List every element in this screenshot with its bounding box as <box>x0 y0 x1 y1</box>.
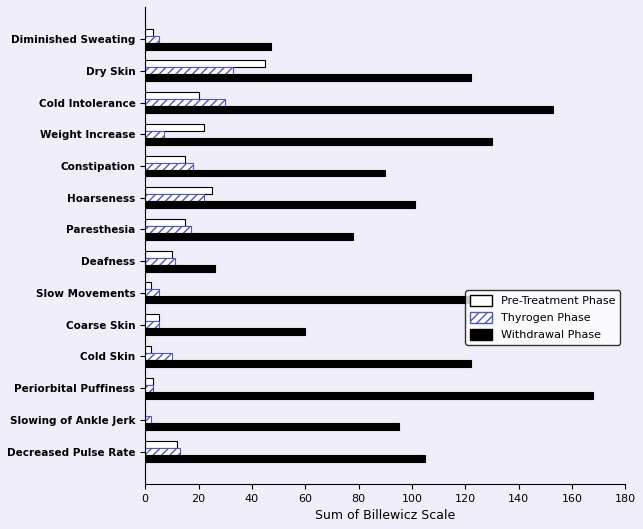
Bar <box>145 328 305 335</box>
Legend: Pre-Treatment Phase, Thyrogen Phase, Withdrawal Phase: Pre-Treatment Phase, Thyrogen Phase, Wit… <box>466 290 620 345</box>
Bar <box>145 74 471 81</box>
Bar <box>145 162 193 169</box>
Bar <box>145 131 164 138</box>
X-axis label: Sum of Billewicz Scale: Sum of Billewicz Scale <box>315 509 455 522</box>
Bar <box>145 106 554 113</box>
Bar <box>145 219 185 226</box>
Bar <box>145 455 426 462</box>
Bar <box>145 448 180 455</box>
Bar <box>145 233 353 240</box>
Bar <box>145 296 473 304</box>
Bar <box>145 391 593 399</box>
Bar <box>145 251 172 258</box>
Bar <box>145 264 215 272</box>
Bar <box>145 416 150 423</box>
Bar <box>145 321 159 328</box>
Bar <box>145 314 159 321</box>
Bar <box>145 169 385 177</box>
Bar <box>145 201 415 208</box>
Bar <box>145 29 153 35</box>
Bar <box>145 35 159 42</box>
Bar <box>145 226 190 233</box>
Bar <box>145 92 199 99</box>
Bar <box>145 385 153 391</box>
Bar <box>145 282 150 289</box>
Bar <box>145 346 150 353</box>
Bar <box>145 360 471 367</box>
Bar <box>145 156 185 162</box>
Bar <box>145 353 172 360</box>
Bar <box>145 194 204 201</box>
Bar <box>145 187 212 194</box>
Bar <box>145 378 153 385</box>
Bar <box>145 423 399 431</box>
Bar <box>145 99 225 106</box>
Bar <box>145 42 271 50</box>
Bar <box>145 138 492 145</box>
Bar <box>145 124 204 131</box>
Bar <box>145 60 266 67</box>
Bar <box>145 289 159 296</box>
Bar <box>145 441 177 448</box>
Bar <box>145 258 174 264</box>
Bar <box>145 67 233 74</box>
